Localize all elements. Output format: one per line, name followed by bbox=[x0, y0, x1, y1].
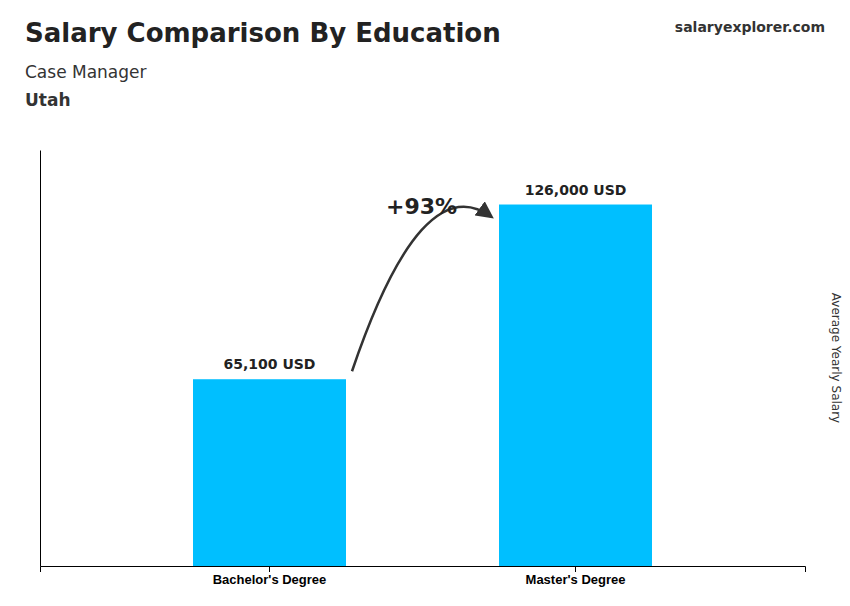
bars bbox=[193, 205, 652, 566]
subtitle: Case Manager bbox=[25, 62, 147, 82]
x-axis-line bbox=[41, 567, 806, 573]
data-labels: 65,100 USD 126,000 USD bbox=[224, 182, 627, 373]
website: salaryexplorer.com bbox=[675, 19, 825, 35]
data-label: 65,100 USD bbox=[224, 356, 316, 372]
x-tick-mark bbox=[575, 566, 576, 572]
title: Salary Comparison By Education bbox=[25, 18, 501, 48]
x-tick-label: Master's Degree bbox=[526, 572, 626, 587]
x-tick: Master's Degree bbox=[526, 566, 626, 587]
x-tick: Bachelor's Degree bbox=[213, 566, 327, 587]
x-tick-mark bbox=[269, 566, 270, 572]
data-label: 126,000 USD bbox=[525, 182, 627, 198]
location: Utah bbox=[25, 90, 71, 110]
arrow bbox=[352, 207, 491, 372]
plot: Bachelor's Degree Master's Degree 65,100 U… bbox=[41, 151, 806, 588]
bar bbox=[499, 205, 652, 566]
bar bbox=[193, 379, 346, 566]
y-axis bbox=[40, 151, 41, 567]
y-axis-title: Average Yearly Salary bbox=[829, 293, 843, 423]
x-tick-label: Bachelor's Degree bbox=[213, 572, 327, 587]
y-axis-line bbox=[40, 151, 41, 567]
chart: Bachelor's Degree Master's Degree 65,100 U… bbox=[0, 0, 850, 606]
x-axis: Bachelor's Degree Master's Degree bbox=[41, 566, 806, 587]
change-label: +93% bbox=[386, 194, 457, 219]
